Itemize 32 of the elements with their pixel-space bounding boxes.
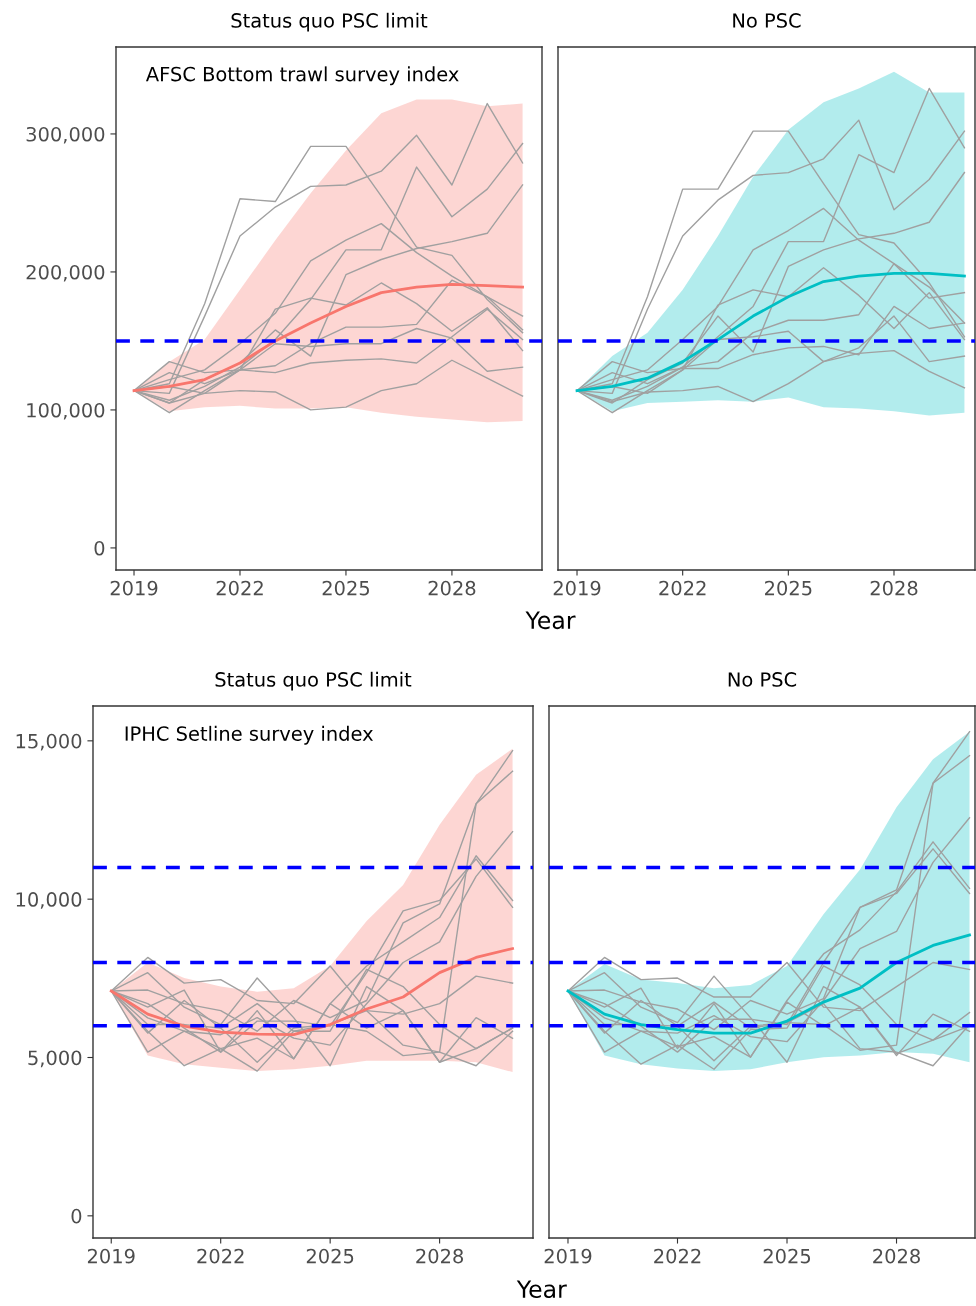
x-tick-label: 2019 (553, 580, 601, 596)
x-tick-label: 2025 (306, 1248, 354, 1264)
x-tick-label: 2028 (870, 580, 918, 596)
y-tick-label: 5,000 (28, 1050, 82, 1068)
x-tick-label: 2019 (87, 1248, 135, 1264)
chart-title: No PSC (733, 13, 801, 28)
x-tick-label: 2022 (659, 580, 706, 596)
annotation: AFSC Bottom trawl survey index (145, 66, 459, 86)
x-tick-label: 2028 (428, 580, 476, 596)
x-tick-label: 2022 (654, 1248, 701, 1264)
x-tick-label: 2025 (322, 580, 369, 596)
x-axis-title: Year (516, 1280, 567, 1299)
y-tick-label: 15,000 (16, 733, 82, 751)
y-tick-label: 100,000 (27, 402, 105, 420)
chart-title: No PSC (728, 672, 797, 687)
chart-title: Status quo PSC limit (215, 671, 412, 691)
chart-title: Status quo PSC limit (231, 12, 428, 32)
x-tick-label: 2025 (763, 1248, 811, 1264)
x-tick-label: 2022 (216, 580, 263, 596)
x-axis-title: Year (525, 611, 576, 630)
x-tick-label: 2019 (110, 580, 158, 596)
y-tick-label: 200,000 (26, 264, 105, 282)
x-tick-label: 2019 (544, 1248, 592, 1264)
x-tick-label: 2022 (197, 1248, 244, 1264)
x-tick-label: 2025 (765, 580, 812, 596)
y-tick-label: 0 (71, 1208, 82, 1224)
y-tick-label: 0 (94, 540, 105, 556)
x-tick-label: 2028 (416, 1248, 464, 1264)
y-tick-label: 10,000 (16, 892, 82, 909)
y-tick-label: 300,000 (26, 126, 105, 144)
annotation: IPHC Setline survey index (125, 725, 374, 745)
x-tick-label: 2028 (873, 1248, 920, 1264)
